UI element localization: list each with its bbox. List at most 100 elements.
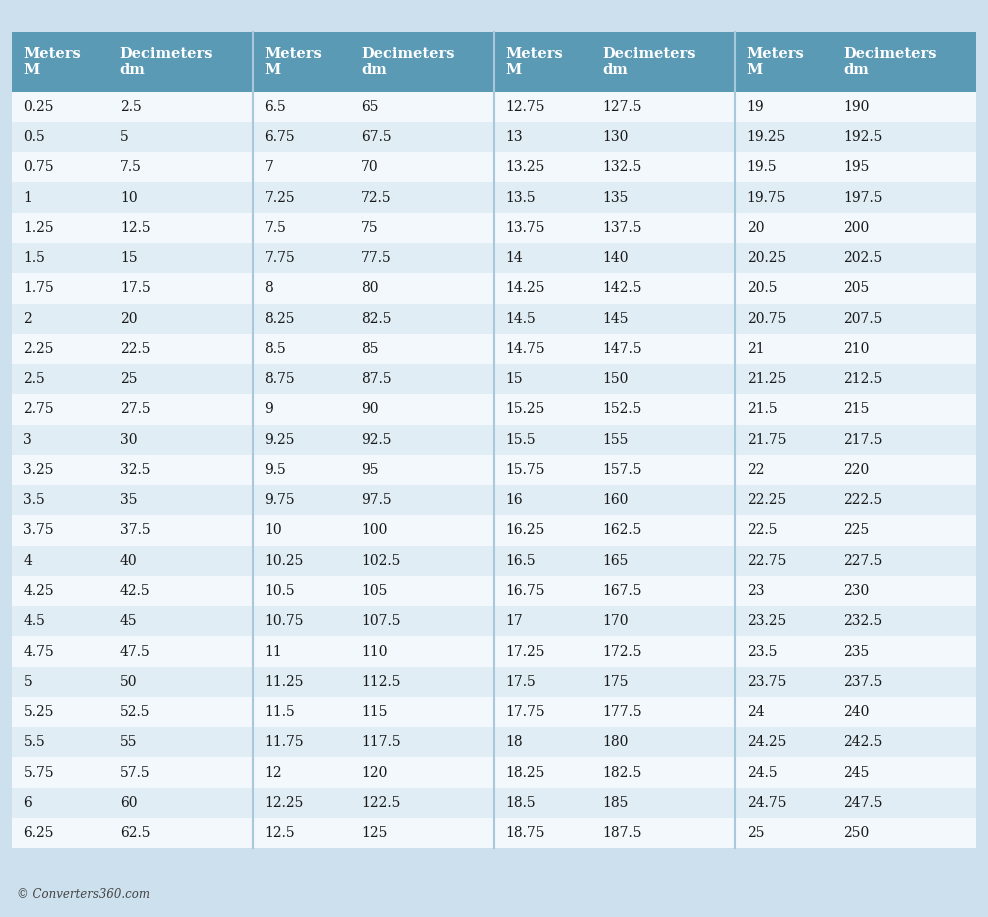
Text: 22.75: 22.75 (747, 554, 786, 568)
Text: 40: 40 (120, 554, 137, 568)
Text: 9.75: 9.75 (265, 493, 295, 507)
Text: 150: 150 (602, 372, 628, 386)
Text: 22.5: 22.5 (747, 524, 778, 537)
Text: 57.5: 57.5 (120, 766, 150, 779)
Text: 4.5: 4.5 (24, 614, 45, 628)
Text: 9.5: 9.5 (265, 463, 287, 477)
Text: 185: 185 (602, 796, 628, 810)
Text: 24: 24 (747, 705, 765, 719)
Text: 130: 130 (602, 130, 628, 144)
Text: 152.5: 152.5 (602, 403, 641, 416)
Text: 3.25: 3.25 (24, 463, 54, 477)
Text: 227.5: 227.5 (843, 554, 882, 568)
Text: 132.5: 132.5 (602, 160, 641, 174)
Text: 23.75: 23.75 (747, 675, 786, 689)
Text: 22: 22 (747, 463, 764, 477)
Text: 100: 100 (361, 524, 387, 537)
Text: 162.5: 162.5 (602, 524, 641, 537)
Text: 160: 160 (602, 493, 628, 507)
Text: 50: 50 (120, 675, 137, 689)
Text: 15: 15 (506, 372, 524, 386)
Text: 67.5: 67.5 (361, 130, 391, 144)
Text: 18.75: 18.75 (506, 826, 545, 840)
Text: 155: 155 (602, 433, 628, 447)
Text: 2: 2 (24, 312, 33, 326)
Text: 6.75: 6.75 (265, 130, 295, 144)
Text: 21.5: 21.5 (747, 403, 778, 416)
Text: 70: 70 (361, 160, 378, 174)
Text: 23.25: 23.25 (747, 614, 785, 628)
Text: 9.25: 9.25 (265, 433, 295, 447)
Text: 7.75: 7.75 (265, 251, 295, 265)
Text: 11.5: 11.5 (265, 705, 295, 719)
Text: 22.25: 22.25 (747, 493, 785, 507)
Text: 10.25: 10.25 (265, 554, 304, 568)
Text: 102.5: 102.5 (361, 554, 400, 568)
Text: 3: 3 (24, 433, 33, 447)
Text: 92.5: 92.5 (361, 433, 391, 447)
Text: 82.5: 82.5 (361, 312, 391, 326)
Text: 2.5: 2.5 (120, 100, 141, 114)
Text: 16.25: 16.25 (506, 524, 545, 537)
Text: 0.5: 0.5 (24, 130, 45, 144)
Text: 8.5: 8.5 (265, 342, 287, 356)
Text: 15.25: 15.25 (506, 403, 545, 416)
Text: 112.5: 112.5 (361, 675, 400, 689)
Text: 10.5: 10.5 (265, 584, 295, 598)
Text: 165: 165 (602, 554, 628, 568)
Text: 170: 170 (602, 614, 628, 628)
Text: 2.5: 2.5 (24, 372, 45, 386)
Text: 12.5: 12.5 (120, 221, 150, 235)
Text: 30: 30 (120, 433, 137, 447)
Text: 4: 4 (24, 554, 33, 568)
Text: 11: 11 (265, 645, 283, 658)
Text: 20: 20 (120, 312, 137, 326)
Text: 140: 140 (602, 251, 628, 265)
Text: 4.75: 4.75 (24, 645, 54, 658)
Text: 20.25: 20.25 (747, 251, 785, 265)
Text: 16.75: 16.75 (506, 584, 545, 598)
Text: 80: 80 (361, 282, 378, 295)
Text: 17: 17 (506, 614, 524, 628)
Text: 137.5: 137.5 (602, 221, 641, 235)
Text: 7.5: 7.5 (120, 160, 141, 174)
Text: 4.25: 4.25 (24, 584, 54, 598)
Text: Meters
M: Meters M (24, 47, 81, 77)
Text: 35: 35 (120, 493, 137, 507)
Text: 13.25: 13.25 (506, 160, 545, 174)
Text: 5.75: 5.75 (24, 766, 54, 779)
Text: 17.75: 17.75 (506, 705, 545, 719)
Text: 3.5: 3.5 (24, 493, 45, 507)
Text: 225: 225 (843, 524, 869, 537)
Text: 11.25: 11.25 (265, 675, 304, 689)
Text: 13.5: 13.5 (506, 191, 536, 204)
Text: 242.5: 242.5 (843, 735, 882, 749)
Text: 217.5: 217.5 (843, 433, 882, 447)
Text: 62.5: 62.5 (120, 826, 150, 840)
Text: 195: 195 (843, 160, 869, 174)
Text: 19.25: 19.25 (747, 130, 786, 144)
Text: 24.75: 24.75 (747, 796, 786, 810)
Text: 7: 7 (265, 160, 274, 174)
Text: 72.5: 72.5 (361, 191, 391, 204)
Text: 23: 23 (747, 584, 764, 598)
Text: 12.25: 12.25 (265, 796, 304, 810)
Text: 21.25: 21.25 (747, 372, 786, 386)
Text: 24.25: 24.25 (747, 735, 786, 749)
Text: 240: 240 (843, 705, 869, 719)
Text: 207.5: 207.5 (843, 312, 882, 326)
Text: 127.5: 127.5 (602, 100, 641, 114)
Text: 95: 95 (361, 463, 378, 477)
Text: 19.5: 19.5 (747, 160, 778, 174)
Text: 9: 9 (265, 403, 274, 416)
Text: 75: 75 (361, 221, 378, 235)
Text: 5.25: 5.25 (24, 705, 54, 719)
Text: 45: 45 (120, 614, 137, 628)
Text: 3.75: 3.75 (24, 524, 54, 537)
Text: 14.5: 14.5 (506, 312, 536, 326)
Text: 21.75: 21.75 (747, 433, 786, 447)
Text: 90: 90 (361, 403, 378, 416)
Text: Meters
M: Meters M (747, 47, 804, 77)
Text: 17.5: 17.5 (120, 282, 150, 295)
Text: 5: 5 (120, 130, 128, 144)
